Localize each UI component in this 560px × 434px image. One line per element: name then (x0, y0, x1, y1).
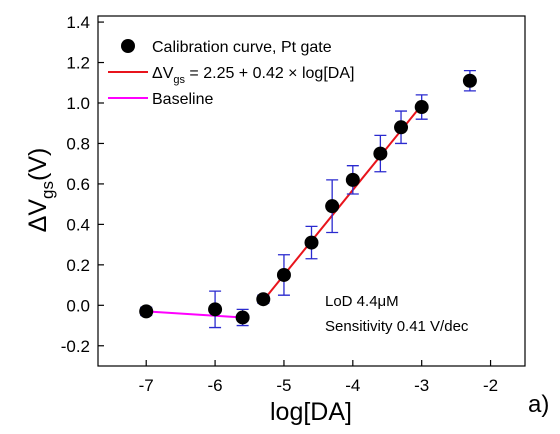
legend-label-part: = 2.25 + 0.42 × log[DA] (185, 65, 354, 82)
y-tick-label: 1.2 (66, 54, 90, 73)
y-tick-label: 0.4 (66, 215, 90, 234)
y-tick-label: 1.4 (66, 13, 90, 32)
legend-label-part: gs (173, 74, 185, 86)
panel-label: a) (528, 391, 549, 418)
data-point (235, 310, 250, 325)
y-label-part: (V) (24, 148, 52, 181)
y-label-sub: gs (38, 181, 57, 199)
data-point (325, 199, 340, 214)
legend-label-part: ΔV (152, 65, 174, 82)
data-point (256, 292, 271, 307)
legend-label: ΔVgs = 2.25 + 0.42 × log[DA] (152, 65, 354, 86)
x-axis-label: log[DA] (270, 398, 352, 426)
y-tick-label: 0.0 (66, 296, 90, 315)
x-tick-label: -3 (414, 376, 429, 395)
x-tick-label: -7 (139, 376, 154, 395)
y-tick-label: 0.2 (66, 256, 90, 275)
data-point (414, 100, 429, 115)
x-tick-label: -4 (345, 376, 360, 395)
legend-label: Calibration curve, Pt gate (152, 39, 332, 56)
y-label-part: ΔV (24, 199, 52, 233)
data-point (394, 120, 409, 135)
y-tick-label: 1.0 (66, 94, 90, 113)
data-point (345, 172, 360, 187)
data-point (276, 267, 291, 282)
data-point (373, 146, 388, 161)
fit-line (262, 104, 423, 302)
x-tick-label: -2 (483, 376, 498, 395)
data-point (139, 304, 154, 319)
y-tick-label: 0.8 (66, 134, 90, 153)
data-point (462, 73, 477, 88)
data-point (304, 235, 319, 250)
x-tick-label: -5 (276, 376, 291, 395)
y-tick-label: -0.2 (61, 337, 90, 356)
annotation: LoD 4.4μM (325, 293, 399, 310)
y-tick-label: 0.6 (66, 175, 90, 194)
x-tick-label: -6 (208, 376, 223, 395)
plot-frame (97, 15, 526, 367)
data-point (208, 302, 223, 317)
y-axis-label: ΔVgs(V) (24, 148, 57, 233)
legend-marker (121, 39, 135, 53)
annotation: Sensitivity 0.41 V/dec (325, 318, 469, 335)
fit-line (146, 310, 243, 319)
legend-label: Baseline (152, 91, 213, 108)
